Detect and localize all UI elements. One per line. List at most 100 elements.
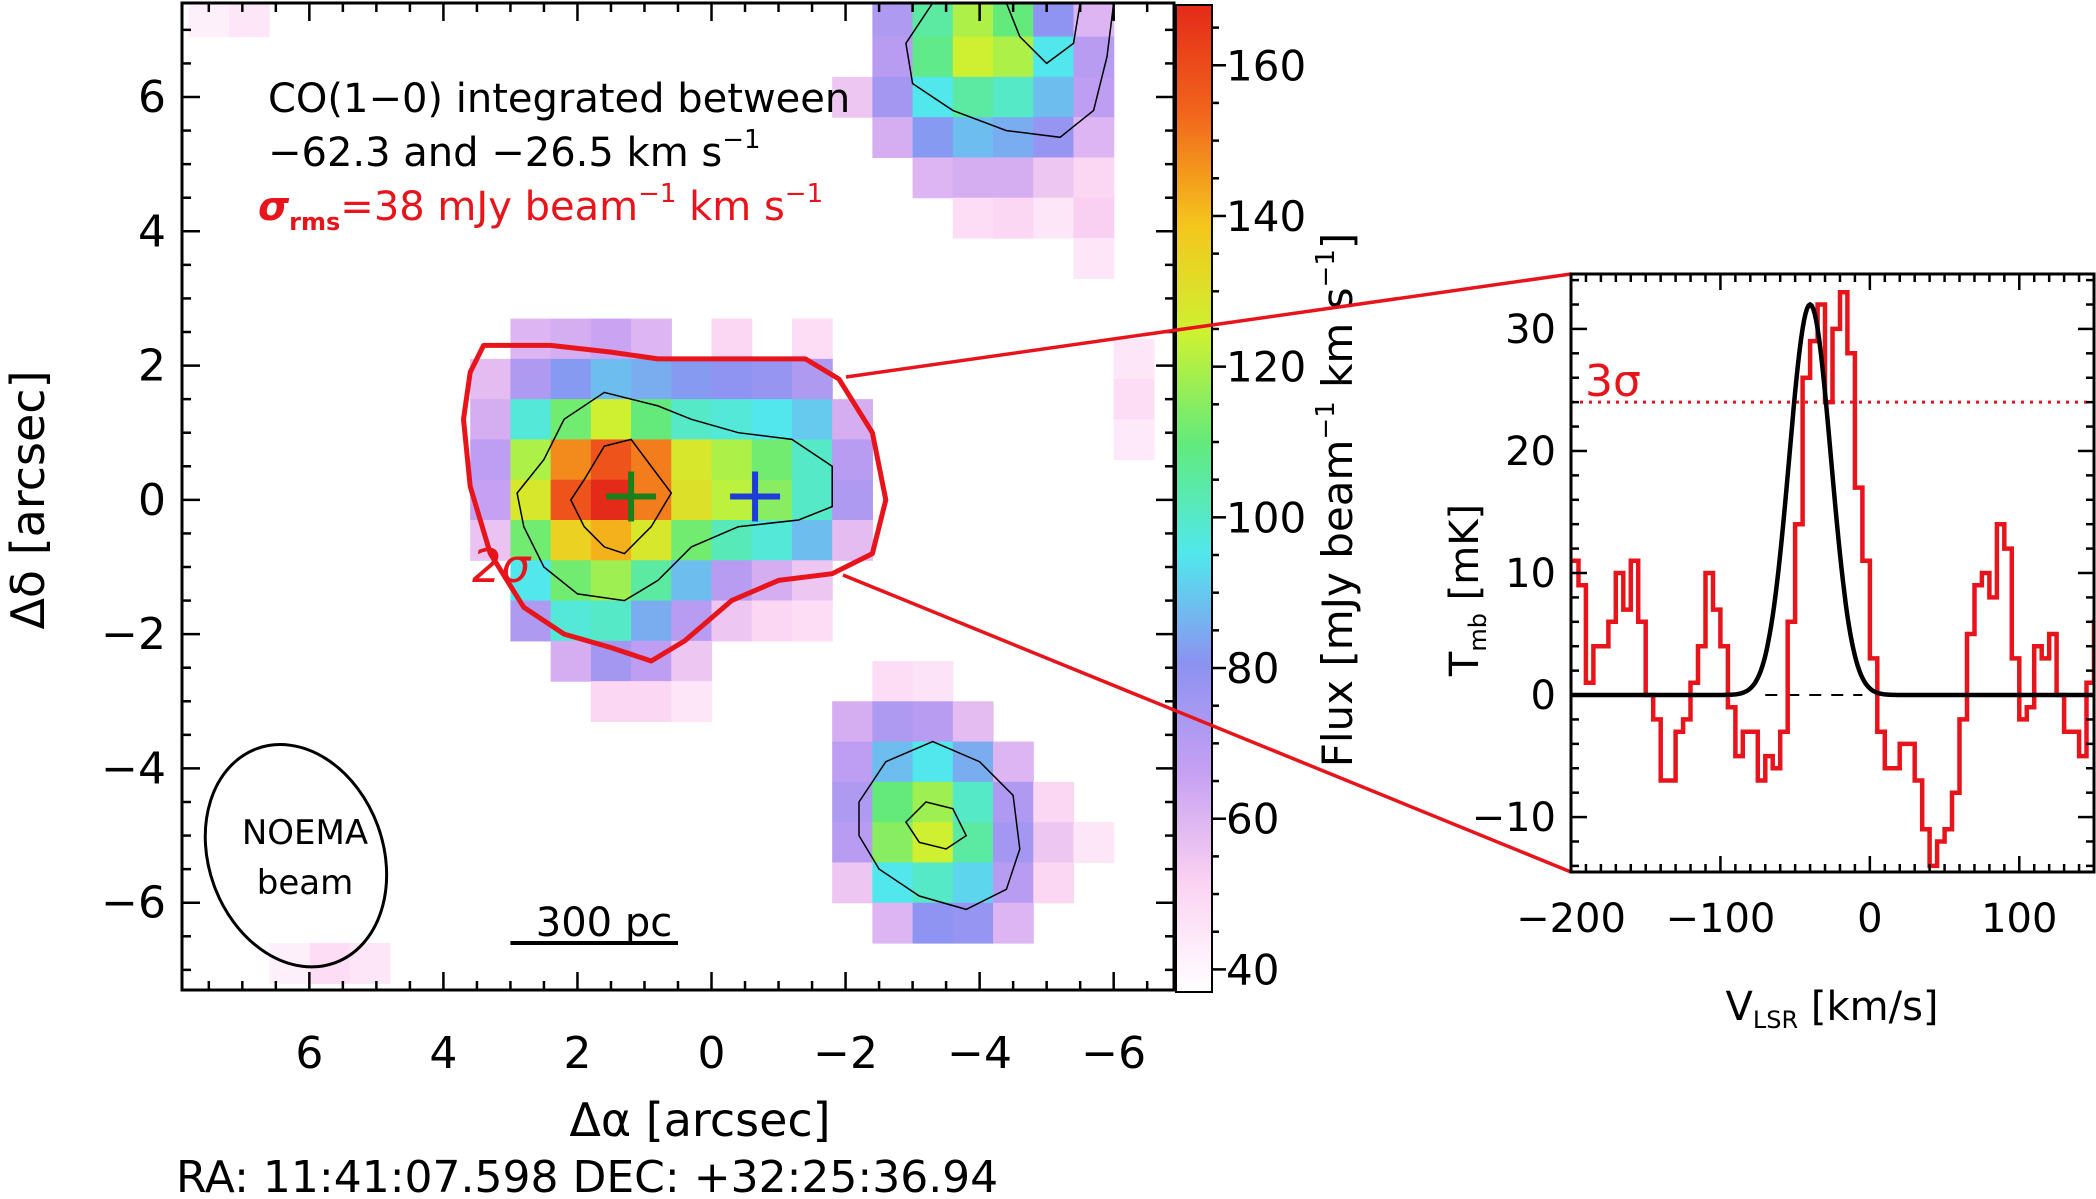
colorbar-tick-label: 160 (1226, 41, 1306, 90)
map-pixel (711, 479, 753, 521)
marker-plus-blue (730, 471, 781, 522)
contour-2sigma (461, 342, 889, 664)
map-title-line2: −62.3 and −26.5 km s−1 (268, 125, 761, 176)
contour-upper-inner (1005, 3, 1081, 65)
map-pixel (872, 902, 914, 944)
zoom-line-lower (842, 573, 1572, 874)
map-pixel (912, 701, 954, 743)
colorbar-tick-label: 120 (1226, 343, 1306, 392)
contour-lower-outer (858, 740, 1021, 911)
spectrum-y-axis-label: Tmb [mK] (1442, 504, 1492, 677)
rms-sup2: −1 (785, 179, 823, 209)
map-pixel (1073, 157, 1115, 199)
map-pixel (872, 76, 914, 118)
spectrum-y-tick-label: 30 (1505, 307, 1556, 353)
map-pixel (912, 117, 954, 159)
map-pixel (631, 560, 672, 602)
map-pixel (1073, 238, 1115, 279)
map-pixel (912, 36, 954, 78)
contour-lower-inner (904, 801, 968, 850)
map-pixel (952, 197, 994, 239)
map-pixel (510, 358, 552, 400)
map-pixel (832, 439, 873, 481)
spectrum-x-tick-labels: −200 −100 0 100 (1516, 896, 2057, 942)
map-pixel (952, 3, 994, 38)
map-pixel (590, 479, 632, 521)
map-pixel (1113, 338, 1155, 380)
map-pixel (1073, 76, 1115, 118)
map-y-tick-label: 4 (138, 206, 166, 257)
spectrum-y-tick-label: 20 (1505, 429, 1556, 475)
map-pixel (671, 479, 713, 521)
map-pixel (590, 399, 632, 441)
map-pixel (510, 439, 552, 481)
map-x-tick-label: 2 (563, 1028, 591, 1079)
source-markers (606, 471, 781, 522)
colorbar-tick-label: 100 (1226, 493, 1306, 542)
vlsr-main: V (1725, 984, 1753, 1030)
map-pixel (791, 600, 833, 642)
map-pixel (872, 701, 914, 743)
vlsr-sub: LSR (1753, 1006, 1798, 1034)
map-pixel (550, 520, 592, 561)
map-pixel (550, 640, 592, 682)
map-pixel (751, 520, 793, 561)
map-pixel (1113, 379, 1155, 420)
map-pixel (952, 36, 994, 78)
map-ticks (182, 3, 1174, 990)
colorbar-tick-label: 60 (1226, 795, 1279, 844)
map-x-tick-label: 6 (295, 1028, 323, 1079)
map-pixel (791, 520, 833, 561)
map-pixel (912, 862, 954, 904)
map-pixel (952, 862, 994, 904)
spectrum-x-tick-label: 100 (1981, 896, 2057, 942)
map-pixel (510, 399, 552, 441)
map-x-tick-label: −6 (1081, 1028, 1146, 1079)
map-pixel (993, 157, 1034, 199)
map-pixel (1073, 197, 1115, 239)
map-pixel (952, 741, 994, 783)
map-pixel (952, 157, 994, 199)
map-pixel (791, 560, 833, 602)
map-pixel (711, 439, 753, 481)
map-pixel (751, 399, 793, 441)
colorbar-frame (1175, 4, 1213, 993)
map-pixel (993, 36, 1034, 78)
spectrum-y-tick-label: −10 (1472, 795, 1556, 841)
map-pixel (993, 822, 1034, 864)
map-pixel (711, 600, 753, 642)
map-y-axis-label: Δδ [arcsec] (1, 370, 55, 629)
map-pixel (832, 479, 873, 521)
map-pixel (993, 902, 1034, 944)
spectrum-x-axis-label: VLSR [km/s] (1725, 984, 1938, 1034)
map-y-tick-label: −6 (101, 878, 166, 929)
zoom-line-upper (845, 272, 1572, 379)
map-pixel (510, 479, 552, 521)
map-pixel (1033, 3, 1075, 38)
map-y-tick-label: 0 (138, 475, 166, 526)
map-y-tick-labels: 6 4 2 0 −2 −4 −6 (101, 72, 166, 929)
map-pixel (1033, 157, 1075, 199)
map-pixel (832, 862, 873, 904)
map-pixel (671, 560, 713, 602)
spectrum-histogram (1571, 290, 2094, 869)
map-pixel (1033, 197, 1075, 239)
map-pixel (1073, 822, 1115, 864)
map-pixel (590, 681, 632, 723)
contour-upper-outer (905, 3, 1115, 139)
beam-label-line2: beam (257, 863, 353, 903)
map-x-axis-label: Δα [arcsec] (569, 1093, 830, 1147)
map-pixel (993, 117, 1034, 159)
rms-sub: rms (289, 208, 340, 236)
map-pixel (791, 439, 833, 481)
map-pixel (912, 661, 954, 702)
scalebar-label: 300 pc (536, 900, 672, 946)
map-pixel (751, 479, 793, 521)
colorbar-gradient (1176, 5, 1212, 992)
map-pixel (832, 76, 873, 118)
noema-beam (203, 743, 389, 969)
map-pixel (590, 439, 632, 481)
rms-sup1: −1 (638, 179, 676, 209)
map-pixel (1033, 117, 1075, 159)
